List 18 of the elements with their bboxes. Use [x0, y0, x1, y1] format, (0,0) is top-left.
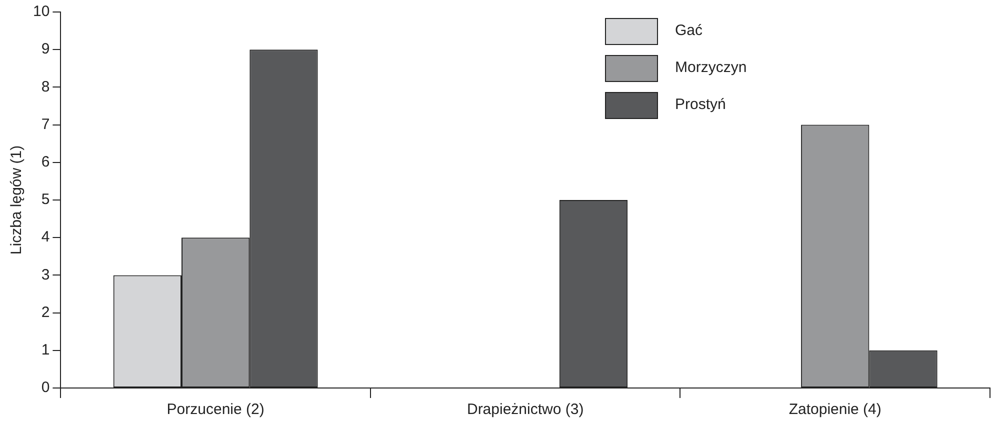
y-tick-label: 4	[41, 228, 50, 246]
legend-label: Gać	[675, 22, 704, 40]
y-tick-label: 0	[41, 379, 50, 396]
y-axis-title: Liczba lęgów (1)	[8, 145, 26, 255]
y-tick-label: 2	[41, 304, 50, 321]
legend-label: Morzyczyn	[675, 59, 747, 76]
y-tick-label: 9	[41, 40, 50, 58]
x-tick-label: Drapieżnictwo (3)	[466, 401, 584, 418]
x-tick-label: Porzucenie (2)	[166, 401, 264, 418]
y-tick-label: 10	[32, 3, 50, 20]
y-tick-label: 8	[41, 78, 50, 96]
y-tick-label: 1	[41, 342, 50, 359]
y-tick-label: 3	[41, 266, 50, 284]
y-tick-label: 6	[41, 154, 50, 171]
x-tick-label: Zatopienie (4)	[788, 401, 882, 418]
y-tick-label: 5	[41, 191, 50, 208]
legend-label: Prostyń	[675, 96, 726, 114]
y-tick-label: 7	[41, 116, 50, 133]
